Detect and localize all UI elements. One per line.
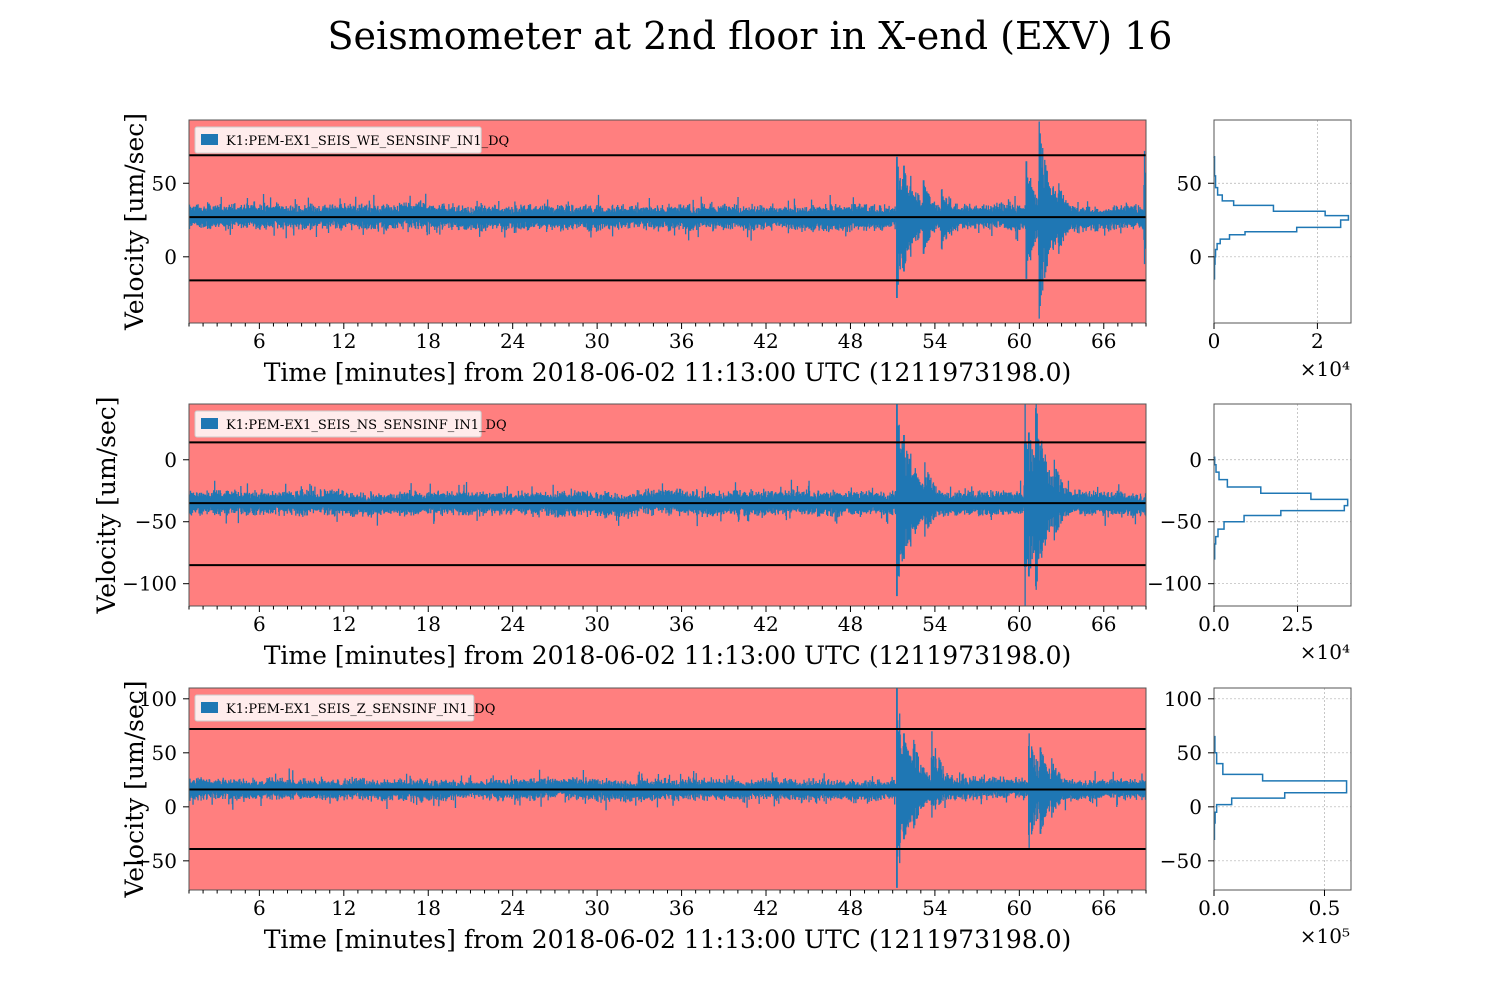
y-tick-label: 0 [164,795,177,819]
hist-x-tick-label: 0.0 [1198,612,1230,636]
y-axis-label: Velocity [um/sec] [120,113,149,331]
x-tick-label: 54 [922,329,947,353]
x-tick-label: 48 [838,896,863,920]
x-tick-label: 66 [1091,612,1116,636]
x-tick-label: 54 [922,612,947,636]
hist-y-tick-label: 50 [1177,171,1202,195]
legend-swatch [201,418,218,429]
hist-y-tick-label: 50 [1177,741,1202,765]
hist-frame [1213,687,1352,891]
histogram-steps [1213,156,1350,280]
hist-scale-label: ×10⁴ [1300,357,1350,381]
x-axis-label: Time [minutes] from 2018-06-02 11:13:00 … [264,358,1072,387]
hist-y-tick-label: −50 [1160,510,1202,534]
hist-background [1214,404,1351,606]
histogram-steps [1213,735,1348,840]
y-axis-label: Velocity [um/sec] [92,396,121,614]
y-tick-label: −50 [135,510,177,534]
legend-label: K1:PEM-EX1_SEIS_NS_SENSINF_IN1_DQ [226,418,507,433]
x-tick-label: 24 [500,329,525,353]
x-tick-label: 48 [838,329,863,353]
x-tick-label: 18 [416,612,441,636]
legend-swatch [201,702,218,713]
x-tick-label: 36 [669,329,694,353]
x-tick-label: 18 [416,896,441,920]
x-tick-label: 60 [1007,329,1032,353]
hist-y-tick-label: −100 [1147,572,1202,596]
x-tick-label: 18 [416,329,441,353]
x-tick-label: 66 [1091,329,1116,353]
x-tick-label: 24 [500,612,525,636]
hist-y-tick-label: 100 [1164,687,1202,711]
x-tick-label: 60 [1007,896,1032,920]
hist-y-tick-label: 0 [1189,795,1202,819]
hist-y-tick-label: 0 [1189,245,1202,269]
legend-box [194,126,482,154]
x-tick-label: 48 [838,612,863,636]
x-tick-label: 12 [331,896,356,920]
x-tick-label: 42 [753,612,778,636]
y-tick-label: 0 [164,245,177,269]
hist-x-tick-label: 0.5 [1309,896,1341,920]
x-axis-label: Time [minutes] from 2018-06-02 11:13:00 … [264,925,1072,954]
hist-y-tick-label: 0 [1189,448,1202,472]
hist-background [1214,120,1351,323]
x-tick-label: 30 [584,612,609,636]
y-axis-label: Velocity [um/sec] [120,680,149,898]
x-tick-label: 42 [753,329,778,353]
x-tick-label: 24 [500,896,525,920]
legend-swatch [201,134,218,145]
x-tick-label: 12 [331,329,356,353]
x-tick-label: 6 [253,612,266,636]
x-tick-label: 12 [331,612,356,636]
hist-x-tick-label: 2.5 [1282,612,1314,636]
hist-x-tick-label: 2 [1311,329,1324,353]
x-tick-label: 6 [253,896,266,920]
x-tick-label: 6 [253,329,266,353]
legend-box [194,410,482,438]
hist-x-tick-label: 0.0 [1198,896,1230,920]
x-tick-label: 30 [584,329,609,353]
x-tick-label: 54 [922,896,947,920]
x-tick-label: 36 [669,896,694,920]
hist-frame [1213,119,1352,324]
legend-box [194,694,475,722]
y-tick-label: −100 [122,572,177,596]
y-tick-label: 50 [152,171,177,195]
x-tick-label: 42 [753,896,778,920]
hist-frame [1213,403,1352,607]
hist-scale-label: ×10⁴ [1300,640,1350,664]
hist-y-tick-label: −50 [1160,849,1202,873]
x-axis-label: Time [minutes] from 2018-06-02 11:13:00 … [264,641,1072,670]
y-tick-label: −50 [135,849,177,873]
y-tick-label: 0 [164,448,177,472]
x-tick-label: 30 [584,896,609,920]
x-tick-label: 60 [1007,612,1032,636]
hist-background [1214,688,1351,890]
y-tick-label: 100 [139,687,177,711]
x-tick-label: 66 [1091,896,1116,920]
figure-title: Seismometer at 2nd floor in X-end (EXV) … [327,14,1173,58]
hist-scale-label: ×10⁵ [1300,924,1350,948]
legend-label: K1:PEM-EX1_SEIS_WE_SENSINF_IN1_DQ [226,134,509,149]
legend-label: K1:PEM-EX1_SEIS_Z_SENSINF_IN1_DQ [226,702,495,717]
hist-x-tick-label: 0 [1208,329,1221,353]
histogram-steps [1213,456,1349,560]
y-tick-label: 50 [152,741,177,765]
x-tick-label: 36 [669,612,694,636]
